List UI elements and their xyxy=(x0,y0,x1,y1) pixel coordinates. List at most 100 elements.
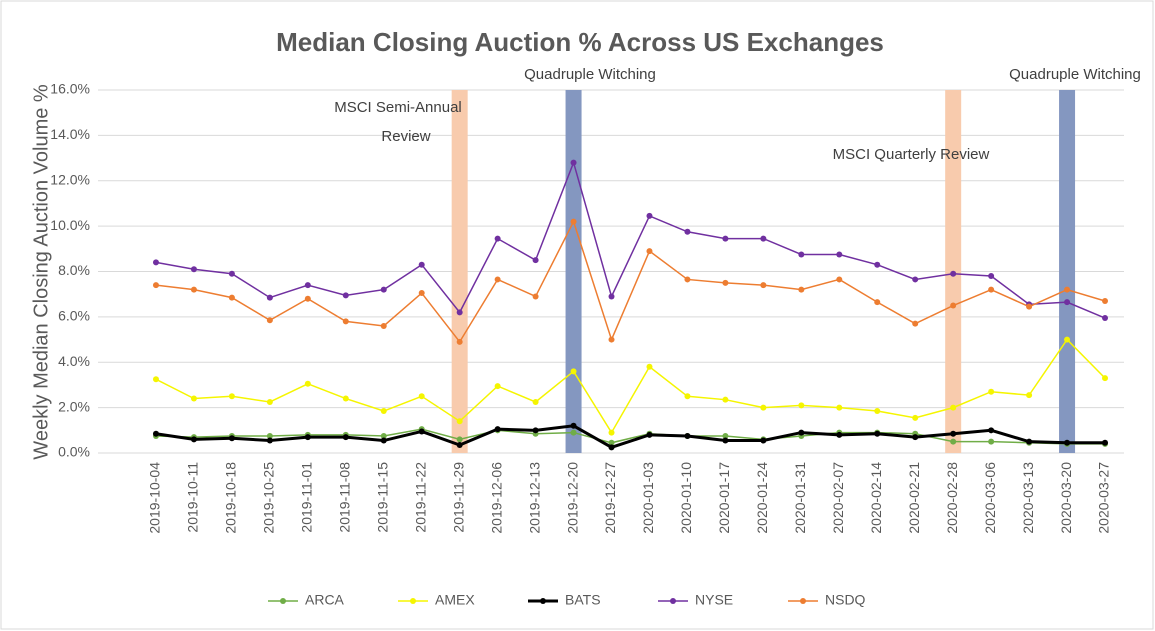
point xyxy=(836,251,843,258)
point xyxy=(190,436,197,443)
y-tick-label: 2.0% xyxy=(58,398,90,414)
point xyxy=(190,395,197,402)
point xyxy=(912,414,919,421)
point xyxy=(190,266,197,273)
x-tick-label: 2019-12-20 xyxy=(564,462,580,534)
point xyxy=(342,318,349,325)
x-tick-label: 2020-03-27 xyxy=(1096,462,1112,534)
point xyxy=(722,279,729,286)
series-line xyxy=(155,428,1106,445)
y-tick-label: 12.0% xyxy=(50,171,90,187)
x-tick-label: 2019-11-01 xyxy=(299,462,315,533)
legend-marker xyxy=(280,598,286,604)
x-tick-label: 2019-12-27 xyxy=(602,462,618,534)
point xyxy=(684,228,691,235)
point xyxy=(418,428,425,435)
legend-label: ARCA xyxy=(305,592,345,608)
point xyxy=(874,261,881,268)
legend-label: BATS xyxy=(565,592,601,608)
point xyxy=(152,259,159,266)
legend-label: NSDQ xyxy=(825,592,866,608)
point xyxy=(228,270,235,277)
point xyxy=(646,431,653,438)
point xyxy=(1102,439,1109,446)
x-tick-label: 2019-11-29 xyxy=(450,462,466,533)
point xyxy=(456,436,463,443)
x-tick-label: 2019-11-22 xyxy=(412,462,428,533)
point xyxy=(494,235,501,242)
point xyxy=(722,396,729,403)
point xyxy=(874,299,881,306)
point xyxy=(798,429,805,436)
point xyxy=(152,430,159,437)
series-line xyxy=(155,160,1106,319)
y-tick-label: 16.0% xyxy=(50,81,90,97)
point xyxy=(418,393,425,400)
point xyxy=(950,404,957,411)
point xyxy=(684,393,691,400)
point xyxy=(1026,303,1033,310)
annotation: Review xyxy=(381,128,430,145)
point xyxy=(266,432,273,439)
y-axis-title: Weekly Median Closing Auction Volume % xyxy=(30,84,52,460)
legend-marker xyxy=(410,598,416,604)
x-tick-label: 2020-03-13 xyxy=(1020,462,1036,534)
point xyxy=(570,159,577,166)
y-tick-label: 8.0% xyxy=(58,262,90,278)
point xyxy=(722,235,729,242)
x-tick-label: 2020-03-06 xyxy=(982,462,998,534)
legend-marker xyxy=(670,598,676,604)
point xyxy=(1102,297,1109,304)
point xyxy=(228,393,235,400)
legend-label: NYSE xyxy=(695,592,733,608)
point xyxy=(304,295,311,302)
point xyxy=(380,432,387,439)
point xyxy=(1064,439,1071,446)
x-tick-label: 2020-01-17 xyxy=(716,462,732,534)
point xyxy=(988,273,995,280)
point xyxy=(950,302,957,309)
point xyxy=(532,293,539,300)
point xyxy=(608,293,615,300)
annotation: MSCI Semi-Annual xyxy=(334,99,462,116)
highlight-band xyxy=(451,90,468,453)
point xyxy=(418,261,425,268)
point xyxy=(1064,299,1071,306)
x-tick-label: 2020-01-03 xyxy=(640,462,656,534)
point xyxy=(988,427,995,434)
point xyxy=(532,427,539,434)
point xyxy=(532,257,539,264)
point xyxy=(152,282,159,289)
point xyxy=(494,426,501,433)
point xyxy=(456,418,463,425)
point xyxy=(722,437,729,444)
point xyxy=(494,276,501,283)
point xyxy=(266,437,273,444)
point xyxy=(494,383,501,390)
y-tick-label: 10.0% xyxy=(50,217,90,233)
point xyxy=(456,338,463,345)
point xyxy=(266,317,273,324)
x-tick-label: 2019-10-18 xyxy=(223,462,239,534)
series-line xyxy=(155,219,1106,344)
point xyxy=(380,408,387,415)
point xyxy=(342,395,349,402)
series-line xyxy=(155,424,1106,449)
x-tick-label: 2019-10-25 xyxy=(261,462,277,534)
point xyxy=(988,438,995,445)
point xyxy=(570,422,577,429)
point xyxy=(646,248,653,255)
point xyxy=(836,404,843,411)
point xyxy=(684,276,691,283)
legend-label: AMEX xyxy=(435,592,475,608)
point xyxy=(912,276,919,283)
point xyxy=(988,388,995,395)
x-tick-label: 2019-11-15 xyxy=(374,462,390,533)
point xyxy=(874,408,881,415)
point xyxy=(570,429,577,436)
point xyxy=(1102,375,1109,382)
point xyxy=(1064,336,1071,343)
y-tick-label: 4.0% xyxy=(58,353,90,369)
y-tick-label: 0.0% xyxy=(58,444,90,460)
